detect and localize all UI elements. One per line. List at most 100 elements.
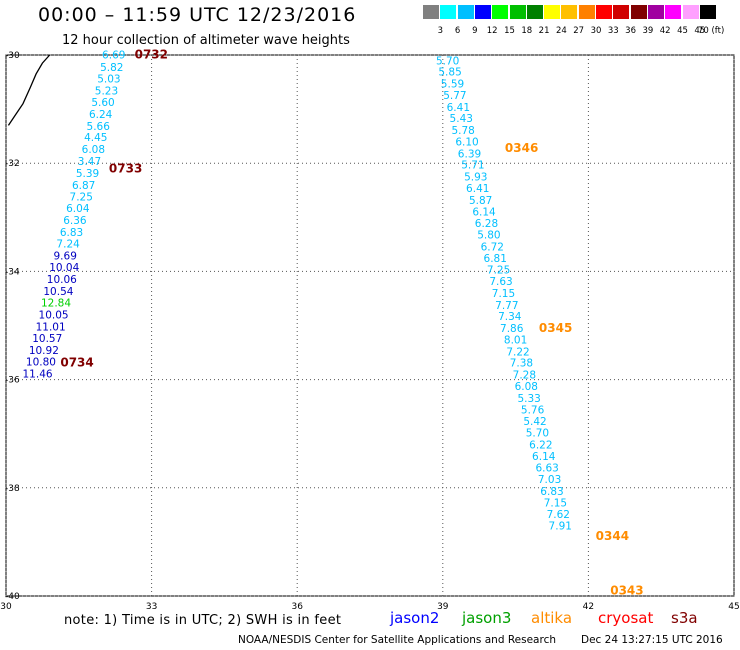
wave-height-value: 7.03 (538, 474, 561, 486)
wave-height-value: 6.72 (481, 241, 504, 253)
legend-label: 18 (521, 26, 533, 36)
wave-height-value: 5.60 (91, 97, 114, 109)
legend-label: 33 (607, 26, 619, 36)
legend-swatch (613, 5, 630, 19)
mission-label-jason3: jason3 (462, 609, 512, 627)
wave-height-value: 6.41 (466, 183, 489, 195)
wave-height-value: 5.93 (464, 172, 487, 184)
legend-label: 9 (472, 26, 478, 36)
legend-label: 3 (437, 26, 444, 36)
wave-height-value: 6.69 (102, 49, 125, 61)
lon-tick-label: 39 (437, 602, 449, 610)
wave-height-value: 7.77 (495, 300, 518, 312)
legend-swatch (526, 5, 543, 19)
wave-height-value: 7.15 (544, 497, 567, 509)
legend-label: 39 (642, 26, 654, 36)
legend-label: 36 (625, 26, 637, 36)
legend-swatch (457, 5, 474, 19)
legend-swatch (440, 5, 457, 19)
wave-height-value: 6.28 (475, 218, 498, 230)
wave-height-value: 5.71 (461, 160, 484, 172)
legend-swatch (544, 5, 561, 19)
wave-height-value: 10.05 (39, 310, 69, 322)
lat-tick-label: -30 (5, 51, 20, 61)
wave-height-value: 7.62 (547, 509, 570, 521)
legend-label: 45 (677, 26, 688, 36)
legend-swatch (578, 5, 595, 19)
legend-swatch (423, 5, 439, 19)
wave-height-value: 5.70 (526, 428, 549, 440)
coastline (7, 54, 51, 126)
wave-height-value: 5.76 (521, 404, 545, 416)
lon-tick-label: 30 (0, 602, 12, 610)
wave-height-value: 5.80 (477, 230, 500, 242)
wave-height-value: 7.38 (510, 358, 533, 370)
wave-height-value: 5.77 (443, 90, 466, 102)
wave-height-map: 30 33 36 39 42 45-30-32-34-36-38-406.695.825.… (0, 47, 739, 610)
legend-swatch (561, 5, 578, 19)
wave-height-value: 6.63 (535, 463, 558, 475)
mission-label-altika: altika (531, 609, 573, 627)
wave-height-value: 11.46 (23, 369, 53, 381)
credit-text: NOAA/NESDIS Center for Satellite Applica… (238, 634, 556, 646)
wave-height-value: 5.85 (438, 67, 461, 79)
legend-swatch (509, 5, 526, 19)
wave-height-value: 7.28 (513, 370, 536, 382)
wave-height-value: 9.69 (54, 251, 77, 263)
legend-swatch (630, 5, 647, 19)
wave-height-value: 6.08 (82, 144, 105, 156)
wave-height-value: 7.15 (492, 288, 515, 300)
wave-height-value: 7.25 (70, 192, 93, 204)
legend-label: 45 (694, 26, 706, 36)
legend-label: 42 (659, 26, 671, 36)
footnote: note: 1) Time is in UTC; 2) SWH is in fe… (64, 613, 342, 628)
legend-label: 21 (538, 26, 550, 36)
wave-height-value: 6.14 (532, 451, 556, 463)
wave-height-value: 5.23 (95, 86, 118, 98)
lon-tick-label: 36 (291, 602, 303, 610)
wave-height-value: 5.78 (451, 125, 474, 137)
pass-time-label: 0345 (539, 321, 572, 335)
lat-tick-label: -40 (5, 592, 20, 602)
wave-height-value: 5.03 (97, 74, 120, 86)
wave-height-value: 7.22 (506, 346, 529, 358)
legend-swatch (665, 5, 682, 19)
wave-height-value: 5.82 (100, 62, 123, 74)
wave-height-value: 5.42 (523, 416, 546, 428)
wave-height-value: 6.36 (63, 215, 87, 227)
legend-label: 24 (555, 26, 567, 36)
wave-height-value: 11.01 (36, 322, 66, 334)
wave-height-value: 5.33 (517, 393, 540, 405)
wave-height-value: 6.14 (472, 206, 496, 218)
page-title: 00:00 – 11:59 UTC 12/23/2016 (38, 4, 357, 26)
wave-height-value: 8.01 (504, 334, 527, 346)
wave-height-value: 5.43 (450, 113, 473, 125)
wave-height-value: 10.54 (43, 286, 73, 298)
wave-height-value: 6.83 (540, 486, 563, 498)
generated-timestamp: Dec 24 13:27:15 UTC 2016 (581, 634, 723, 646)
wave-height-value: 5.66 (87, 121, 111, 133)
legend-swatch (699, 5, 716, 19)
legend-swatch (682, 5, 699, 19)
pass-time-label: 0734 (60, 356, 93, 370)
mission-label-cryosat: cryosat (598, 609, 654, 627)
lon-tick-label: 33 (146, 602, 157, 610)
map-frame (5, 54, 735, 597)
wave-height-value: 6.08 (515, 381, 538, 393)
wave-height-value: 5.87 (469, 195, 492, 207)
wave-height-value: 7.86 (500, 323, 524, 335)
legend-unit: 70 (ft) (697, 26, 725, 36)
legend-label: 12 (486, 26, 498, 36)
lat-tick-label: -32 (5, 159, 20, 169)
legend-label: 27 (573, 26, 585, 36)
wave-height-value: 10.80 (26, 357, 56, 369)
wave-height-value: 10.04 (49, 262, 79, 274)
wave-height-value: 6.39 (458, 148, 481, 160)
pass-time-label: 0346 (505, 141, 538, 155)
wave-height-value: 10.06 (47, 274, 77, 286)
wave-height-value: 6.22 (529, 439, 552, 451)
wave-height-value: 10.92 (29, 345, 59, 357)
lat-tick-label: -38 (5, 484, 20, 494)
lat-tick-label: -34 (5, 267, 20, 277)
legend-label: 30 (590, 26, 602, 36)
